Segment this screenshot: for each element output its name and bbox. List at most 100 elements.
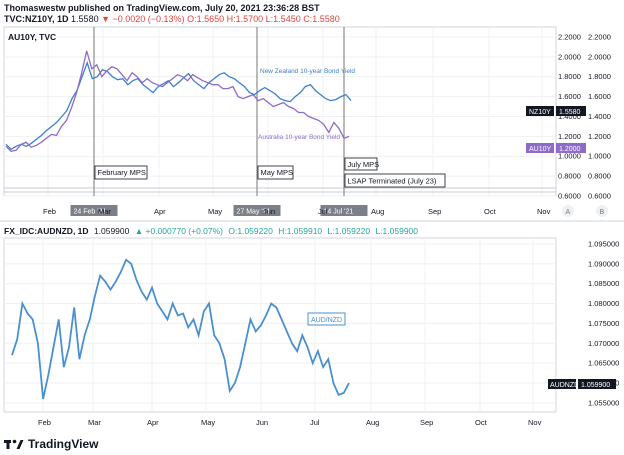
event-label-text: February MPS [98,168,146,177]
audnzd-line [11,258,350,400]
y-tick-label: 1.6000 [588,92,611,101]
au-series-label: Australia 10-year Bond Yield [258,134,340,141]
y-tick-label: 1.055000 [588,398,619,407]
y-tick-label-inner: 0.6000 [558,192,581,201]
x-tick-label: Jun [263,207,275,216]
pane-yields[interactable]: AU10Y, TVC 24 Feb '21 27 May '21 14 Jul '2… [3,26,611,217]
nz-badge-name-text: NZ10Y [529,109,551,116]
publish-text: Thomaswestw published on TradingView.com… [4,3,320,13]
event-label-text: July MPS [348,160,380,169]
y-tick-label: 1.4000 [588,112,611,121]
event-date-text: 14 Jul '21 [324,209,354,216]
x-tick-label: Feb [43,207,56,216]
y-tick-label-inner: 1.6000 [558,92,581,101]
price-change: ▼ −0.0020 (−0.13%) [101,14,185,24]
event-date-badge [70,205,118,216]
low-value: L:1.5450 [265,14,301,24]
x-tick-label: Aug [371,207,384,216]
open-value: O:1.5650 [187,14,225,24]
pane1-yaxis[interactable]: 2.2000 2.2000 2.0000 2.0000 1.8000 1.8000 1.60… [558,32,611,200]
pane2-xaxis[interactable]: Feb Mar Apr May Jun Jul Aug Sep Oct Nov [38,418,542,427]
pane2-change: ▲ +0.000770 (+0.07%) [135,226,223,236]
event-date-badge [233,205,281,216]
au-badge-name-text: AU10Y [529,146,552,153]
x-tick-label: Jul [310,418,320,427]
scale-button-b-text: B [600,209,605,216]
symbol-line: TVC:NZ10Y, 1D 1.5580 ▼ −0.0020 (−0.13%) … [4,14,340,24]
y-tick-label-inner: 1.4000 [558,112,581,121]
audnzd-label: AUD/NZD [311,317,342,324]
y-tick-label-inner: 1.8000 [558,72,581,81]
y-tick-label: 1.2000 [588,132,611,141]
pane2-grid [4,238,556,412]
pane2-border [3,237,557,413]
symbol-label[interactable]: TVC:NZ10Y, 1D [4,14,69,24]
x-tick-label: Sep [428,207,441,216]
audnzd-badge-value-text: 1.059900 [581,382,610,389]
nz-badge-value [556,106,586,116]
pane2-symbol[interactable]: FX_IDC:AUDNZD, 1D [4,226,89,236]
audnzd-badge-name [548,379,576,389]
nz-badge-name [526,106,554,116]
pane-audnzd[interactable]: FX_IDC:AUDNZD, 1D 1.059900 ▲ +0.000770 (… [0,220,624,427]
au-badge-value [556,143,586,153]
scale-button-b[interactable] [596,205,608,217]
x-tick-label: Oct [484,207,497,216]
y-tick-label: 2.0000 [588,52,611,61]
event-date-badge [320,205,368,216]
event-label2-box [344,173,446,188]
audnzd-badge-value [578,379,616,389]
au-badge-value-text: 1.2000 [559,146,581,153]
y-tick-label: 1.065000 [588,359,619,368]
y-tick-label-inner: 1.0000 [558,152,581,161]
x-tick-label: Mar [88,418,101,427]
event-label-box [344,157,378,171]
y-tick-label: 1.080000 [588,299,619,308]
y-tick-label-inner: 2.2000 [558,32,581,41]
audnzd-badge-name-text: AUDNZD [550,382,579,389]
au-badge-name [526,143,554,153]
pane2-low: L:1.059220 [328,226,371,236]
close-value: C:1.5580 [303,14,340,24]
y-tick-label: 1.095000 [588,239,619,248]
pane2-close: L:1.059900 [375,226,418,236]
scale-button-a-text: A [566,209,571,216]
y-tick-label: 1.0000 [588,152,611,161]
y-tick-label: 0.6000 [588,192,611,201]
high-value: H:1.5700 [226,14,264,24]
pane1-events: 24 Feb '21 27 May '21 14 Jul '21 February M… [4,27,556,216]
pane1-title: AU10Y, TVC [8,32,56,42]
pane1-xaxis[interactable]: Feb Mar Apr May Jun Jul Aug Sep Oct Nov [43,207,551,216]
event-label-box [257,165,294,180]
pane2-high: H:1.059910 [278,226,322,236]
x-tick-label: Oct [475,418,488,427]
y-tick-label-inner: 2.0000 [558,52,581,61]
x-tick-label: Apr [147,418,159,427]
x-tick-label: Apr [154,207,166,216]
au10y-line [5,50,350,153]
x-tick-label: Aug [366,418,379,427]
scale-buttons[interactable]: A B [562,205,608,217]
nz10y-line [5,60,352,151]
y-tick-label: 1.070000 [588,339,619,348]
x-tick-label: Nov [528,418,542,427]
y-tick-label-inner: 0.8000 [558,172,581,181]
nz-series-label: New Zealand 10-year Bond Yield [260,68,355,75]
pane2-open: O:1.059220 [228,226,273,236]
x-tick-label: Mar [98,207,111,216]
nz-badge-value-text: 1.5580 [559,109,581,116]
y-tick-label: 1.8000 [588,72,611,81]
x-tick-label: Sep [420,418,433,427]
pane2-header-text: FX_IDC:AUDNZD, 1D 1.059900 ▲ +0.000770 (… [4,226,418,236]
x-tick-label: May [208,207,222,216]
y-tick-label: 0.8000 [588,172,611,181]
footer-logo[interactable]: TradingView [4,437,98,451]
x-tick-label: May [201,418,215,427]
x-tick-label: Nov [537,207,551,216]
last-price: 1.5580 [71,14,99,24]
x-tick-label: Jun [256,418,268,427]
pane2-price: 1.059900 [94,226,130,236]
brand-name: TradingView [28,437,99,451]
scale-button-a[interactable] [562,205,574,217]
